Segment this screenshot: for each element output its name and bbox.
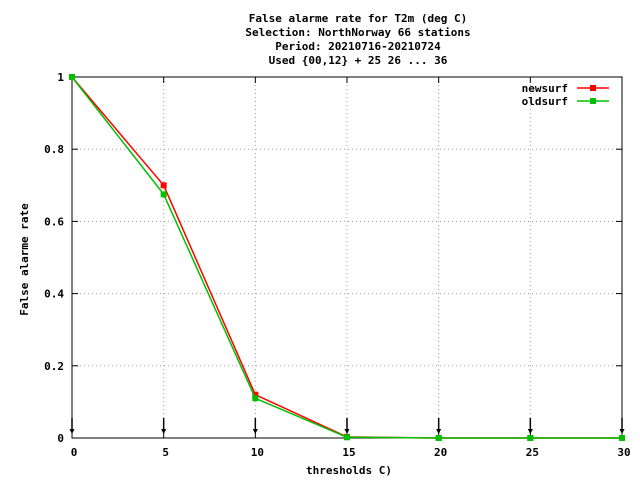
data-point-oldsurf	[252, 395, 259, 402]
chart-title-line: Selection: NorthNorway 66 stations	[245, 26, 470, 39]
x-tick-label: 10	[251, 446, 264, 459]
y-tick-label: 0	[57, 432, 64, 445]
y-tick-label: 0.8	[44, 143, 64, 156]
chart-title-line: False alarme rate for T2m (deg C)	[249, 12, 468, 25]
grid	[72, 77, 622, 438]
chart-title: False alarme rate for T2m (deg C)Selecti…	[245, 12, 470, 67]
arrow-marker	[619, 418, 625, 434]
arrow-marker	[527, 418, 533, 434]
data-point-oldsurf	[527, 435, 534, 441]
x-tick-label: 30	[617, 446, 630, 459]
chart-title-line: Used {00,12} + 25 26 ... 36	[269, 54, 448, 67]
data-point-oldsurf	[619, 435, 625, 441]
arrow-markers	[69, 418, 625, 434]
data-point-oldsurf	[435, 435, 442, 441]
chart-title-line: Period: 20210716-20210724	[275, 40, 441, 53]
data-point-newsurf	[160, 182, 167, 189]
axes: 0 5 10 15 20 25 30 0 0.2 0.4 0.6 0.8 1	[44, 71, 631, 459]
legend-label-newsurf: newsurf	[522, 82, 568, 95]
arrow-marker	[69, 418, 75, 434]
x-tick-label: 5	[162, 446, 169, 459]
series	[69, 74, 625, 441]
arrow-marker	[161, 418, 167, 434]
y-tick-label: 0.6	[44, 215, 64, 228]
legend-marker-oldsurf	[590, 98, 596, 104]
legend-marker-newsurf	[590, 85, 596, 91]
x-tick-label: 20	[434, 446, 447, 459]
x-axis-label: thresholds C)	[306, 464, 392, 477]
arrow-marker	[436, 418, 442, 434]
y-tick-label: 1	[57, 71, 64, 84]
x-tick-label: 15	[342, 446, 355, 459]
data-point-oldsurf	[344, 434, 350, 441]
y-axis-label: False alarme rate	[18, 203, 31, 316]
arrow-marker	[344, 418, 350, 434]
y-tick-label: 0.4	[44, 288, 64, 301]
x-tick-label: 25	[526, 446, 539, 459]
legend-label-oldsurf: oldsurf	[522, 95, 568, 108]
data-point-newsurf	[252, 391, 259, 398]
x-tick-label: 0	[71, 446, 78, 459]
data-point-oldsurf	[69, 74, 75, 80]
y-tick-label: 0.2	[44, 360, 64, 373]
arrow-marker	[252, 418, 258, 434]
data-point-oldsurf	[160, 191, 167, 198]
